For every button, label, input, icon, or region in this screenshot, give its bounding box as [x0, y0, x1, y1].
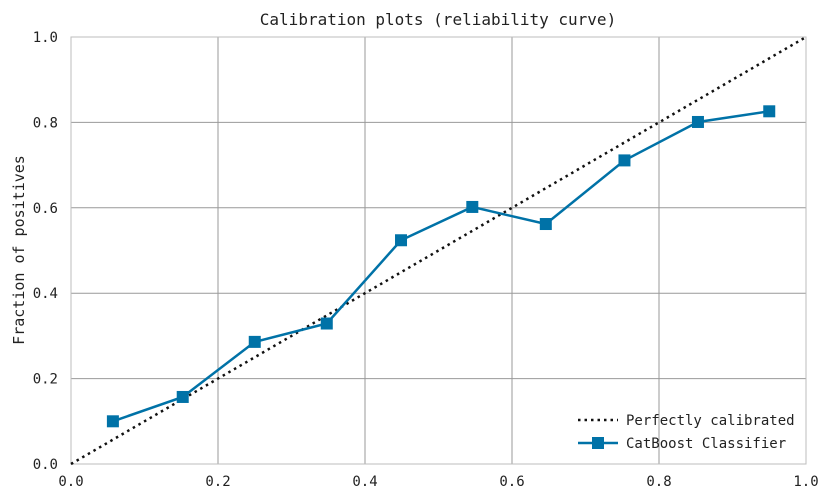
legend-square-marker — [592, 437, 604, 449]
x-tick-label: 0.4 — [352, 474, 377, 490]
x-tick-label: 0.0 — [58, 474, 83, 490]
grid — [71, 37, 806, 464]
catboost-point-marker — [320, 317, 333, 330]
y-tick-label: 0.0 — [33, 457, 58, 473]
legend-label: CatBoost Classifier — [626, 436, 786, 452]
x-tick-label: 0.2 — [205, 474, 230, 490]
catboost-point-marker — [618, 154, 631, 167]
catboost-point-marker — [691, 115, 704, 128]
series-layer — [70, 35, 807, 466]
x-tick-label: 0.6 — [499, 474, 524, 490]
catboost-point-marker — [763, 105, 776, 118]
y-tick-label: 0.8 — [33, 115, 58, 131]
catboost-point-marker — [466, 200, 479, 213]
catboost-point-marker — [106, 415, 119, 428]
catboost-curve-line — [112, 110, 770, 423]
y-tick-label: 0.2 — [33, 372, 58, 388]
catboost-point-marker — [539, 218, 552, 231]
y-tick-labels: 0.0 0.2 0.4 0.6 0.8 1.0 — [33, 30, 58, 473]
x-tick-labels: 0.0 0.2 0.4 0.6 0.8 1.0 — [58, 474, 818, 490]
catboost-point-marker — [395, 234, 408, 247]
chart-title: Calibration plots (reliability curve) — [260, 10, 616, 29]
y-axis-label: Fraction of positives — [10, 155, 28, 345]
x-tick-label: 0.8 — [646, 474, 671, 490]
catboost-point-marker — [248, 335, 261, 348]
x-tick-label: 1.0 — [793, 474, 818, 490]
catboost-point-marker — [176, 390, 189, 403]
legend-label: Perfectly calibrated — [626, 413, 795, 429]
y-tick-label: 1.0 — [33, 30, 58, 46]
y-tick-label: 0.4 — [33, 286, 58, 302]
y-tick-label: 0.6 — [33, 201, 58, 217]
plot-frame — [70, 36, 807, 465]
legend: Perfectly calibrated CatBoost Classifier — [578, 413, 795, 452]
